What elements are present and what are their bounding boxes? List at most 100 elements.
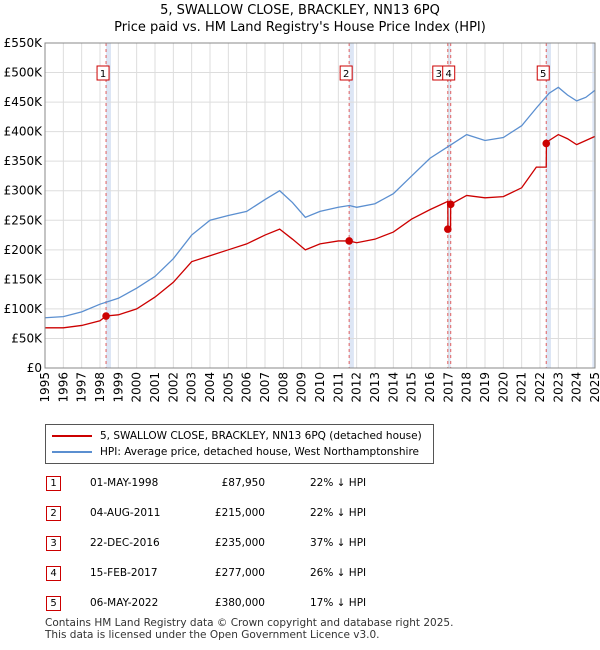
legend-swatch-property [52, 435, 92, 437]
y-tick-label: £550K [4, 36, 44, 50]
transaction-hpi: 22% ↓ HPI [310, 477, 367, 489]
sale-point [443, 225, 452, 233]
table-row: 4 15-FEB-2017 £277,000 26% ↓ HPI [40, 564, 440, 582]
x-tick-label: 1996 [56, 372, 70, 403]
x-tick-label: 1998 [93, 372, 107, 403]
x-tick-label: 2006 [240, 372, 254, 403]
transaction-hpi: 22% ↓ HPI [310, 507, 367, 519]
y-tick-label: £300K [4, 184, 44, 198]
x-tick-label: 1999 [111, 372, 125, 403]
table-row: 2 04-AUG-2011 £215,000 22% ↓ HPI [40, 504, 440, 522]
legend-label-hpi: HPI: Average price, detached house, West… [100, 446, 419, 458]
property-series-line [45, 133, 596, 329]
transaction-number: 3 [46, 536, 61, 551]
subtitle-text: Price paid vs. HM Land Registry's House … [114, 20, 486, 35]
x-tick-label: 2003 [185, 372, 199, 403]
x-tick-label: 1997 [75, 372, 89, 403]
x-tick-label: 2011 [331, 372, 345, 403]
sale-label-box [442, 65, 456, 81]
sale-point [446, 200, 455, 209]
legend-label-property: 5, SWALLOW CLOSE, BRACKLEY, NN13 6PQ (de… [100, 430, 422, 442]
x-tick-label: 2004 [203, 372, 217, 403]
y-tick-label: £500K [4, 66, 44, 80]
sale-label-box [536, 65, 550, 81]
hpi-series-line [44, 86, 596, 319]
sale-point [542, 139, 551, 148]
y-tick-label: £200K [4, 243, 44, 257]
transaction-hpi: 26% ↓ HPI [310, 567, 367, 579]
x-tick-label: 2005 [221, 372, 235, 403]
transaction-date: 15-FEB-2017 [90, 567, 158, 579]
x-tick-label: 2008 [276, 372, 290, 403]
legend: 5, SWALLOW CLOSE, BRACKLEY, NN13 6PQ (de… [45, 424, 434, 464]
x-tick-label: 2009 [295, 372, 309, 403]
sale-label: 3 [436, 69, 442, 80]
x-tick-label: 2015 [405, 372, 419, 403]
x-tick-label: 2007 [258, 372, 272, 403]
transaction-date: 01-MAY-1998 [90, 477, 159, 489]
y-tick-label: £400K [4, 125, 44, 139]
sale-point [102, 312, 110, 320]
transaction-number: 4 [46, 566, 61, 581]
x-tick-label: 2023 [551, 372, 565, 403]
legend-item-hpi: HPI: Average price, detached house, West… [52, 444, 419, 460]
y-tick-label: £350K [4, 154, 44, 168]
transaction-date: 22-DEC-2016 [90, 537, 160, 549]
price-chart: £0 £50K £100K £150K £200K £250K £300K £350K £400… [4, 36, 600, 403]
transaction-price: £277,000 [214, 567, 265, 579]
x-tick-label: 2000 [130, 372, 144, 403]
transaction-hpi: 17% ↓ HPI [310, 597, 367, 609]
x-tick-label: 2022 [533, 372, 547, 403]
table-row: 5 06-MAY-2022 £380,000 17% ↓ HPI [40, 594, 440, 612]
x-tick-label: 2018 [460, 372, 474, 403]
x-tick-label: 2012 [350, 372, 364, 403]
highlight-band [106, 43, 111, 368]
transaction-number: 1 [46, 476, 61, 491]
x-tick-label: 2025 [588, 372, 600, 403]
transaction-hpi: 37% ↓ HPI [310, 537, 367, 549]
transaction-price: £87,950 [221, 477, 265, 489]
y-tick-label: £450K [4, 95, 44, 109]
x-tick-label: 2021 [515, 372, 529, 403]
x-tick-label: 2020 [496, 372, 510, 403]
transaction-price: £215,000 [214, 507, 265, 519]
x-tick-label: 2017 [441, 372, 455, 403]
title-text: 5, SWALLOW CLOSE, BRACKLEY, NN13 6PQ [160, 3, 440, 18]
sale-label: 4 [446, 69, 452, 80]
chart-title: 5, SWALLOW CLOSE, BRACKLEY, NN13 6PQ Pri… [0, 2, 600, 36]
table-row: 3 22-DEC-2016 £235,000 37% ↓ HPI [40, 534, 440, 552]
transaction-number: 5 [46, 596, 61, 611]
footer-copyright: Contains HM Land Registry data © Crown c… [45, 617, 454, 629]
plot-border [44, 42, 596, 369]
sale-label: 5 [540, 69, 546, 80]
table-row: 1 01-MAY-1998 £87,950 22% ↓ HPI [40, 474, 440, 492]
sale-label-box [96, 65, 110, 81]
x-tick-label: 2001 [148, 372, 162, 403]
sale-label: 2 [343, 69, 349, 80]
y-tick-label: £0 [27, 361, 42, 375]
transaction-price: £235,000 [214, 537, 265, 549]
footer: Contains HM Land Registry data © Crown c… [45, 617, 453, 641]
footer-license: This data is licensed under the Open Gov… [45, 629, 380, 641]
highlight-band [592, 43, 595, 368]
transaction-date: 06-MAY-2022 [90, 597, 159, 609]
y-tick-label: £100K [4, 302, 44, 316]
highlight-band [546, 43, 551, 368]
x-tick-label: 2010 [313, 372, 327, 403]
x-tick-label: 2024 [570, 372, 584, 403]
transaction-price: £380,000 [214, 597, 265, 609]
transaction-date: 04-AUG-2011 [90, 507, 161, 519]
sale-point [345, 237, 353, 245]
sale-label-box [339, 65, 353, 81]
y-tick-label: £150K [4, 272, 44, 286]
x-tick-label: 2013 [368, 372, 382, 403]
y-tick-label: £50K [11, 331, 43, 345]
transaction-number: 2 [46, 506, 61, 521]
legend-item-property: 5, SWALLOW CLOSE, BRACKLEY, NN13 6PQ (de… [52, 428, 422, 444]
sale-label: 1 [100, 69, 106, 80]
legend-swatch-hpi [52, 451, 92, 453]
x-tick-label: 2014 [386, 372, 400, 403]
x-tick-label: 2002 [166, 372, 180, 403]
x-tick-label: 2016 [423, 372, 437, 403]
x-tick-label: 2019 [478, 372, 492, 403]
